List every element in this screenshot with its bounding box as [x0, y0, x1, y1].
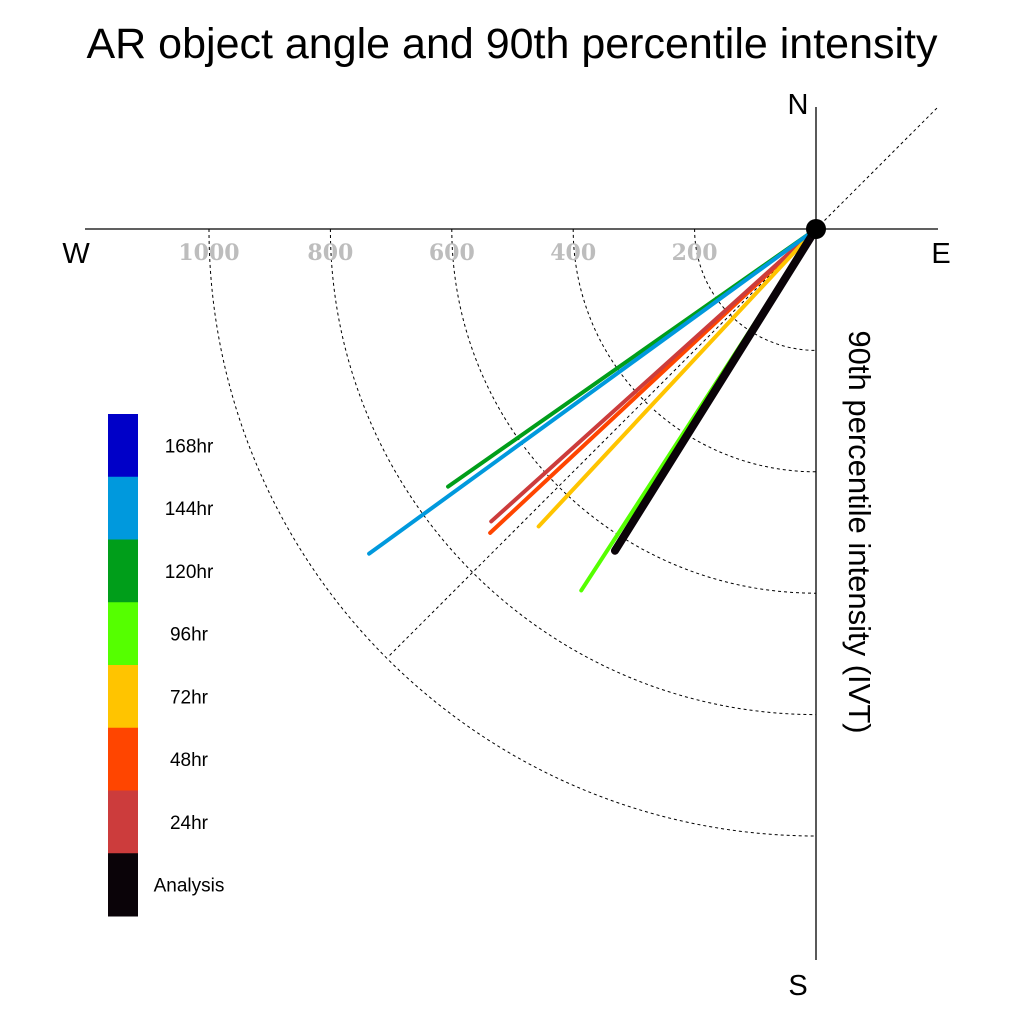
- radial-tick-label: 1000: [178, 240, 239, 266]
- legend-label: 72hr: [170, 687, 209, 708]
- intensity-vectors: [367, 225, 820, 593]
- grid-arc: [572, 228, 817, 473]
- legend-label: 96hr: [170, 625, 209, 646]
- vector-analysis: [610, 225, 820, 555]
- legend-swatch: [108, 414, 138, 478]
- compass-south: S: [788, 970, 807, 1002]
- legend-swatch: [108, 539, 138, 603]
- grid-arc: [329, 228, 817, 716]
- grid-arc: [208, 228, 817, 837]
- legend-swatch: [108, 665, 138, 729]
- chart-title: AR object angle and 90th percentile inte…: [87, 20, 938, 68]
- legend-swatch: [108, 602, 138, 666]
- legend-label: 168hr: [165, 436, 214, 457]
- northeast-guide: [815, 106, 939, 230]
- legend-swatch: [108, 727, 138, 791]
- y-axis-label: 90th percentile intensity (IVT): [842, 330, 877, 733]
- legend: 168hr 144hr 120hr 96hr 72hr 48hr 24hr Analysis: [108, 414, 224, 917]
- grid-arc: [451, 228, 817, 594]
- legend-label: 144hr: [165, 499, 214, 520]
- radial-tick-labels: 200 400 600 800 1000: [178, 240, 717, 266]
- vector-144hr: [367, 227, 818, 556]
- radial-tick-label: 200: [672, 240, 718, 266]
- radial-tick-label: 800: [307, 240, 353, 266]
- legend-swatch: [108, 476, 138, 540]
- vector-72hr: [536, 227, 818, 529]
- compass-west: W: [62, 238, 90, 270]
- legend-swatch: [108, 790, 138, 854]
- compass-east: E: [931, 238, 950, 270]
- origin-marker: [806, 219, 826, 239]
- grid-arc: [694, 228, 817, 351]
- legend-label: Analysis: [154, 876, 225, 897]
- legend-swatch: [108, 853, 138, 917]
- legend-label: 48hr: [170, 750, 209, 771]
- southwest-guide: [387, 228, 817, 658]
- radial-grid: [208, 228, 817, 837]
- vector-24hr: [489, 227, 818, 524]
- legend-label: 120hr: [165, 562, 214, 583]
- radial-tick-label: 400: [550, 240, 596, 266]
- radial-tick-label: 600: [429, 240, 475, 266]
- compass-north: N: [788, 89, 809, 121]
- legend-label: 24hr: [170, 813, 209, 834]
